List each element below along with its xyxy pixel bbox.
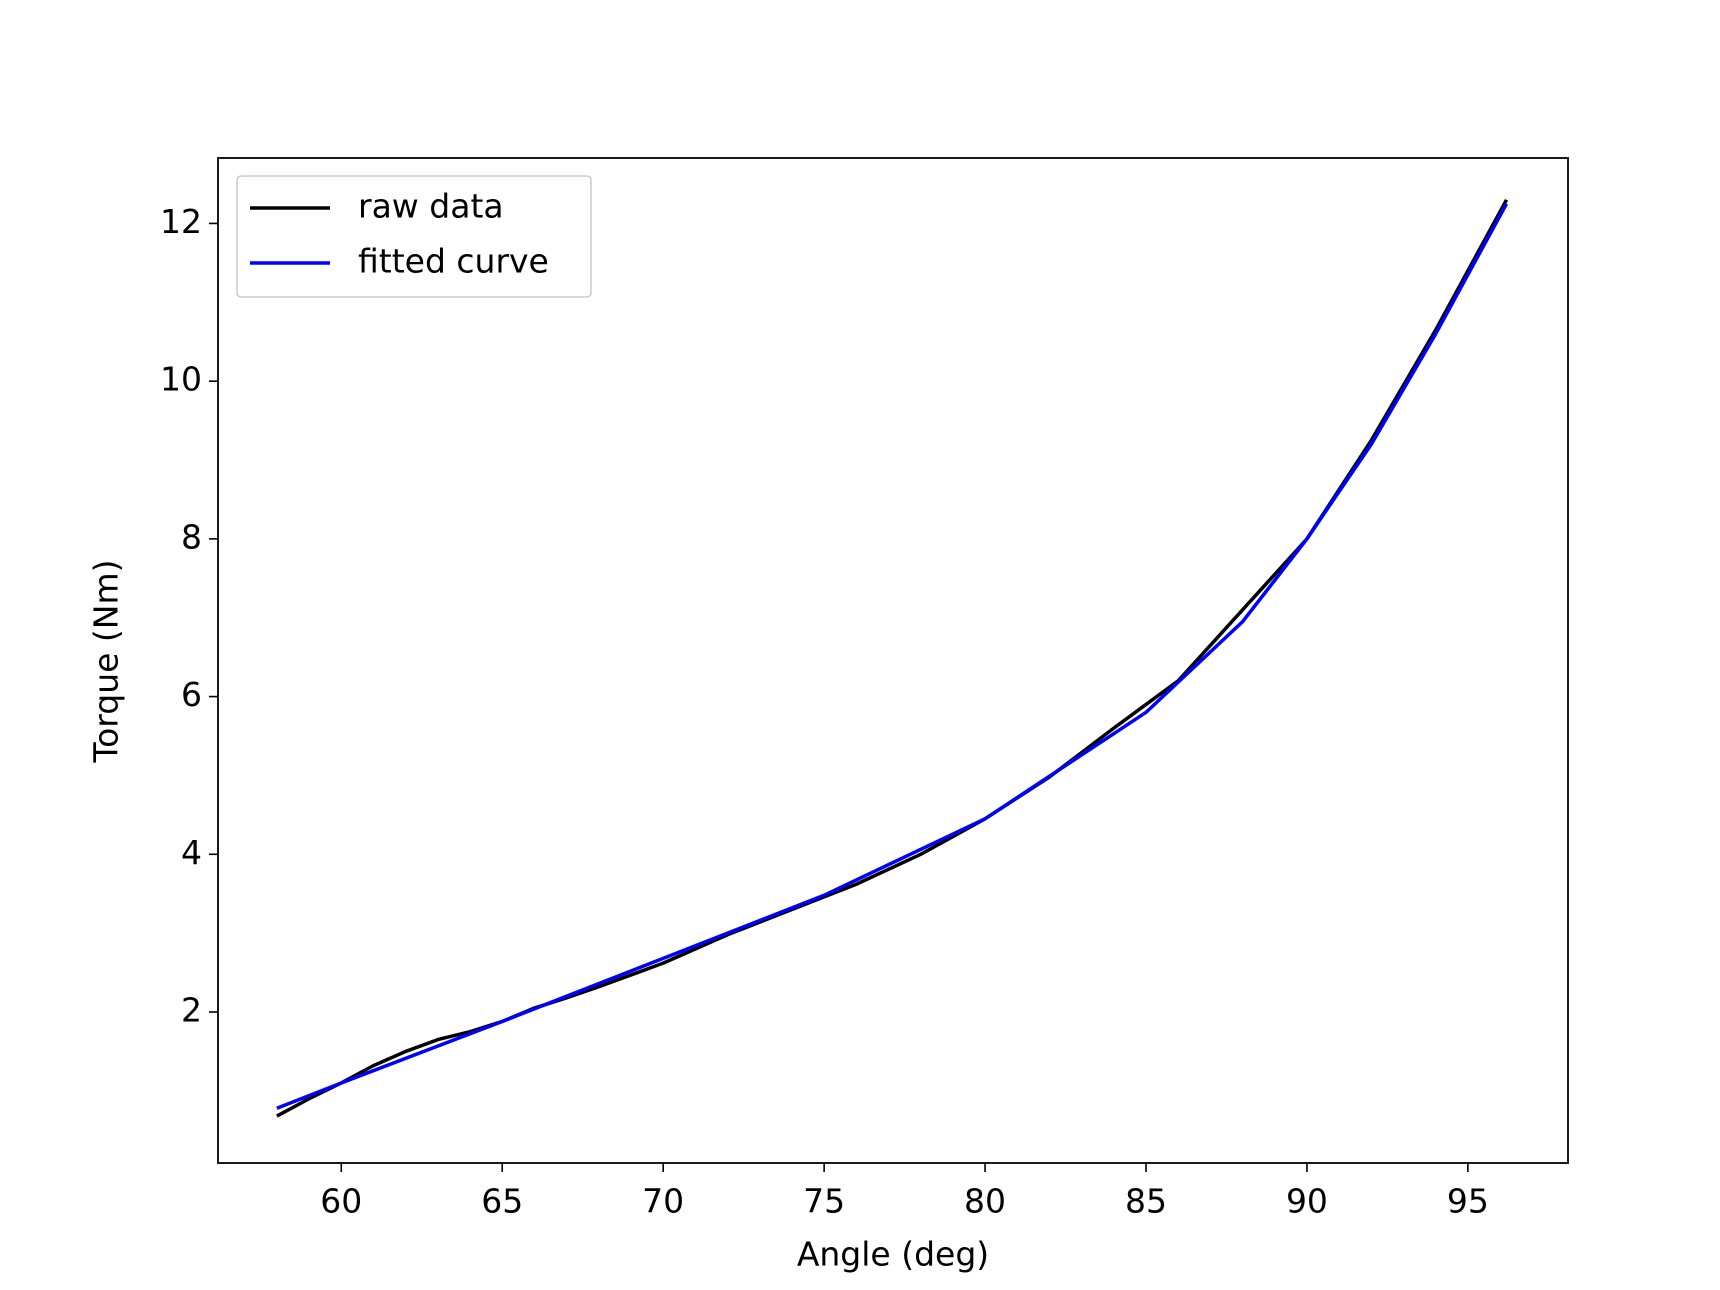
- y-tick-label: 12: [160, 202, 202, 241]
- y-tick-label: 6: [181, 675, 202, 714]
- y-axis-label: Torque (Nm): [87, 560, 126, 764]
- plot-area: [218, 158, 1568, 1163]
- x-axis-label: Angle (deg): [797, 1235, 989, 1274]
- axes-frame: [217, 157, 1569, 1164]
- data-line: [276, 202, 1509, 1110]
- legend-label: fitted curve: [358, 242, 549, 281]
- y-tick-label: 2: [181, 990, 202, 1029]
- legend-label: raw data: [358, 187, 504, 226]
- x-tick-label: 90: [1286, 1182, 1328, 1221]
- y-tick-label: 4: [181, 833, 202, 872]
- x-tick-label: 80: [964, 1182, 1006, 1221]
- x-tick-label: 95: [1447, 1182, 1489, 1221]
- x-tick-label: 75: [803, 1182, 845, 1221]
- x-tick-label: 70: [642, 1182, 684, 1221]
- x-tick-label: 60: [320, 1182, 362, 1221]
- x-tick-label: 85: [1125, 1182, 1167, 1221]
- y-tick-label: 8: [181, 517, 202, 556]
- data-line: [276, 198, 1509, 1118]
- x-tick-label: 65: [481, 1182, 523, 1221]
- y-tick-label: 10: [160, 360, 202, 399]
